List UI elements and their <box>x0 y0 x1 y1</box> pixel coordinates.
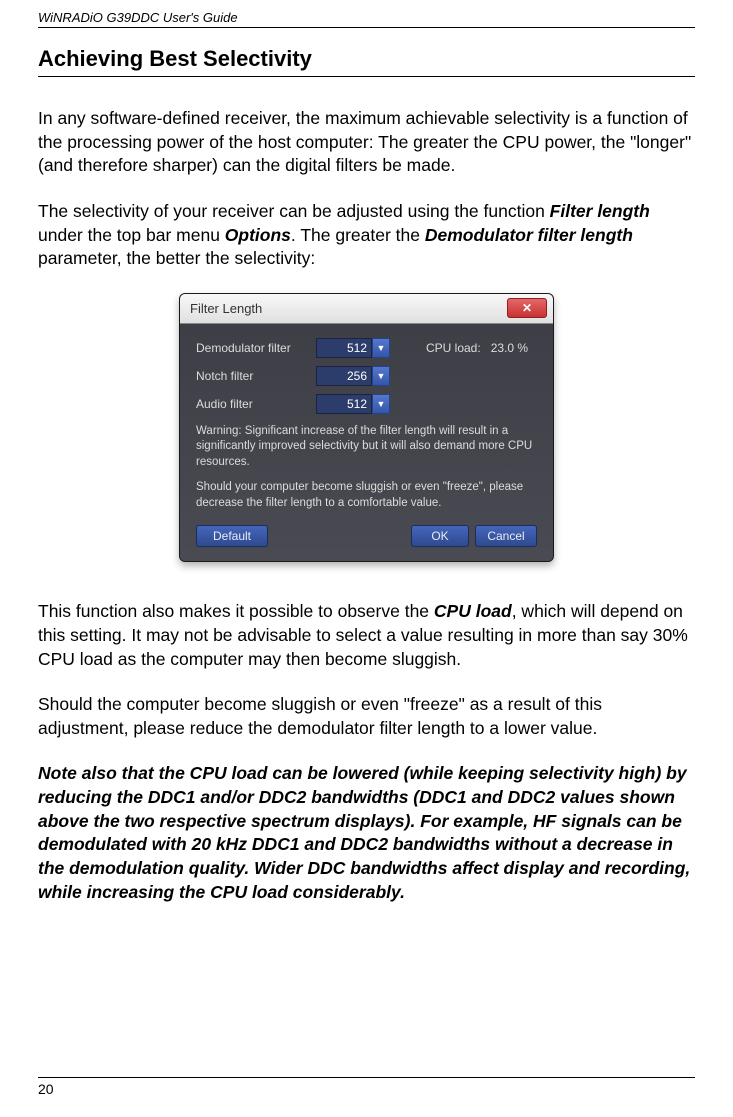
dialog-title: Filter Length <box>190 301 262 316</box>
dialog-body: Demodulator filter 512▼ CPU load: 23.0 %… <box>180 324 553 562</box>
ok-button[interactable]: OK <box>411 525 469 547</box>
para2-demod-filter: Demodulator filter length <box>425 225 633 245</box>
para2-text-g: parameter, the better the selectivity: <box>38 248 315 268</box>
audio-filter-label: Audio filter <box>196 397 316 411</box>
dialog-screenshot: Filter Length ✕ Demodulator filter 512▼ … <box>38 293 695 563</box>
paragraph-2: The selectivity of your receiver can be … <box>38 200 695 271</box>
warning-text-2: Should your computer become sluggish or … <box>196 480 537 511</box>
para2-options: Options <box>225 225 291 245</box>
para2-text-c: under the top bar menu <box>38 225 225 245</box>
para5-text: Note also that the CPU load can be lower… <box>38 763 690 901</box>
default-button[interactable]: Default <box>196 525 268 547</box>
audio-filter-row: Audio filter 512▼ <box>196 394 537 414</box>
section-title: Achieving Best Selectivity <box>38 46 695 77</box>
notch-filter-label: Notch filter <box>196 369 316 383</box>
notch-filter-row: Notch filter 256▼ <box>196 366 537 386</box>
para2-filter-length: Filter length <box>550 201 650 221</box>
para2-text-e: . The greater the <box>291 225 425 245</box>
paragraph-4: Should the computer become sluggish or e… <box>38 693 695 740</box>
filter-length-dialog: Filter Length ✕ Demodulator filter 512▼ … <box>179 293 554 563</box>
demodulator-filter-input[interactable]: 512 <box>316 338 372 358</box>
chevron-down-icon[interactable]: ▼ <box>372 394 390 414</box>
dialog-titlebar: Filter Length ✕ <box>180 294 553 324</box>
cpu-load-label: CPU load: 23.0 % <box>426 341 528 355</box>
paragraph-5: Note also that the CPU load can be lower… <box>38 762 695 904</box>
para2-text-a: The selectivity of your receiver can be … <box>38 201 550 221</box>
chevron-down-icon[interactable]: ▼ <box>372 338 390 358</box>
paragraph-3: This function also makes it possible to … <box>38 600 695 671</box>
paragraph-1: In any software-defined receiver, the ma… <box>38 107 695 178</box>
chevron-down-icon[interactable]: ▼ <box>372 366 390 386</box>
warning-text-1: Warning: Significant increase of the fil… <box>196 424 537 471</box>
audio-filter-input[interactable]: 512 <box>316 394 372 414</box>
page-header: WiNRADiO G39DDC User's Guide <box>38 10 695 28</box>
cpu-load-value: 23.0 % <box>491 341 528 355</box>
cancel-button[interactable]: Cancel <box>475 525 537 547</box>
cpu-load-text: CPU load: <box>426 341 481 355</box>
ok-cancel-group: OK Cancel <box>411 525 537 547</box>
notch-filter-input[interactable]: 256 <box>316 366 372 386</box>
dialog-button-row: Default OK Cancel <box>196 525 537 547</box>
para3-cpu-load: CPU load <box>434 601 512 621</box>
close-icon: ✕ <box>522 301 532 315</box>
demodulator-filter-row: Demodulator filter 512▼ CPU load: 23.0 % <box>196 338 537 358</box>
page-number: 20 <box>38 1077 695 1097</box>
demodulator-filter-label: Demodulator filter <box>196 341 316 355</box>
close-button[interactable]: ✕ <box>507 298 547 318</box>
para3-text-a: This function also makes it possible to … <box>38 601 434 621</box>
